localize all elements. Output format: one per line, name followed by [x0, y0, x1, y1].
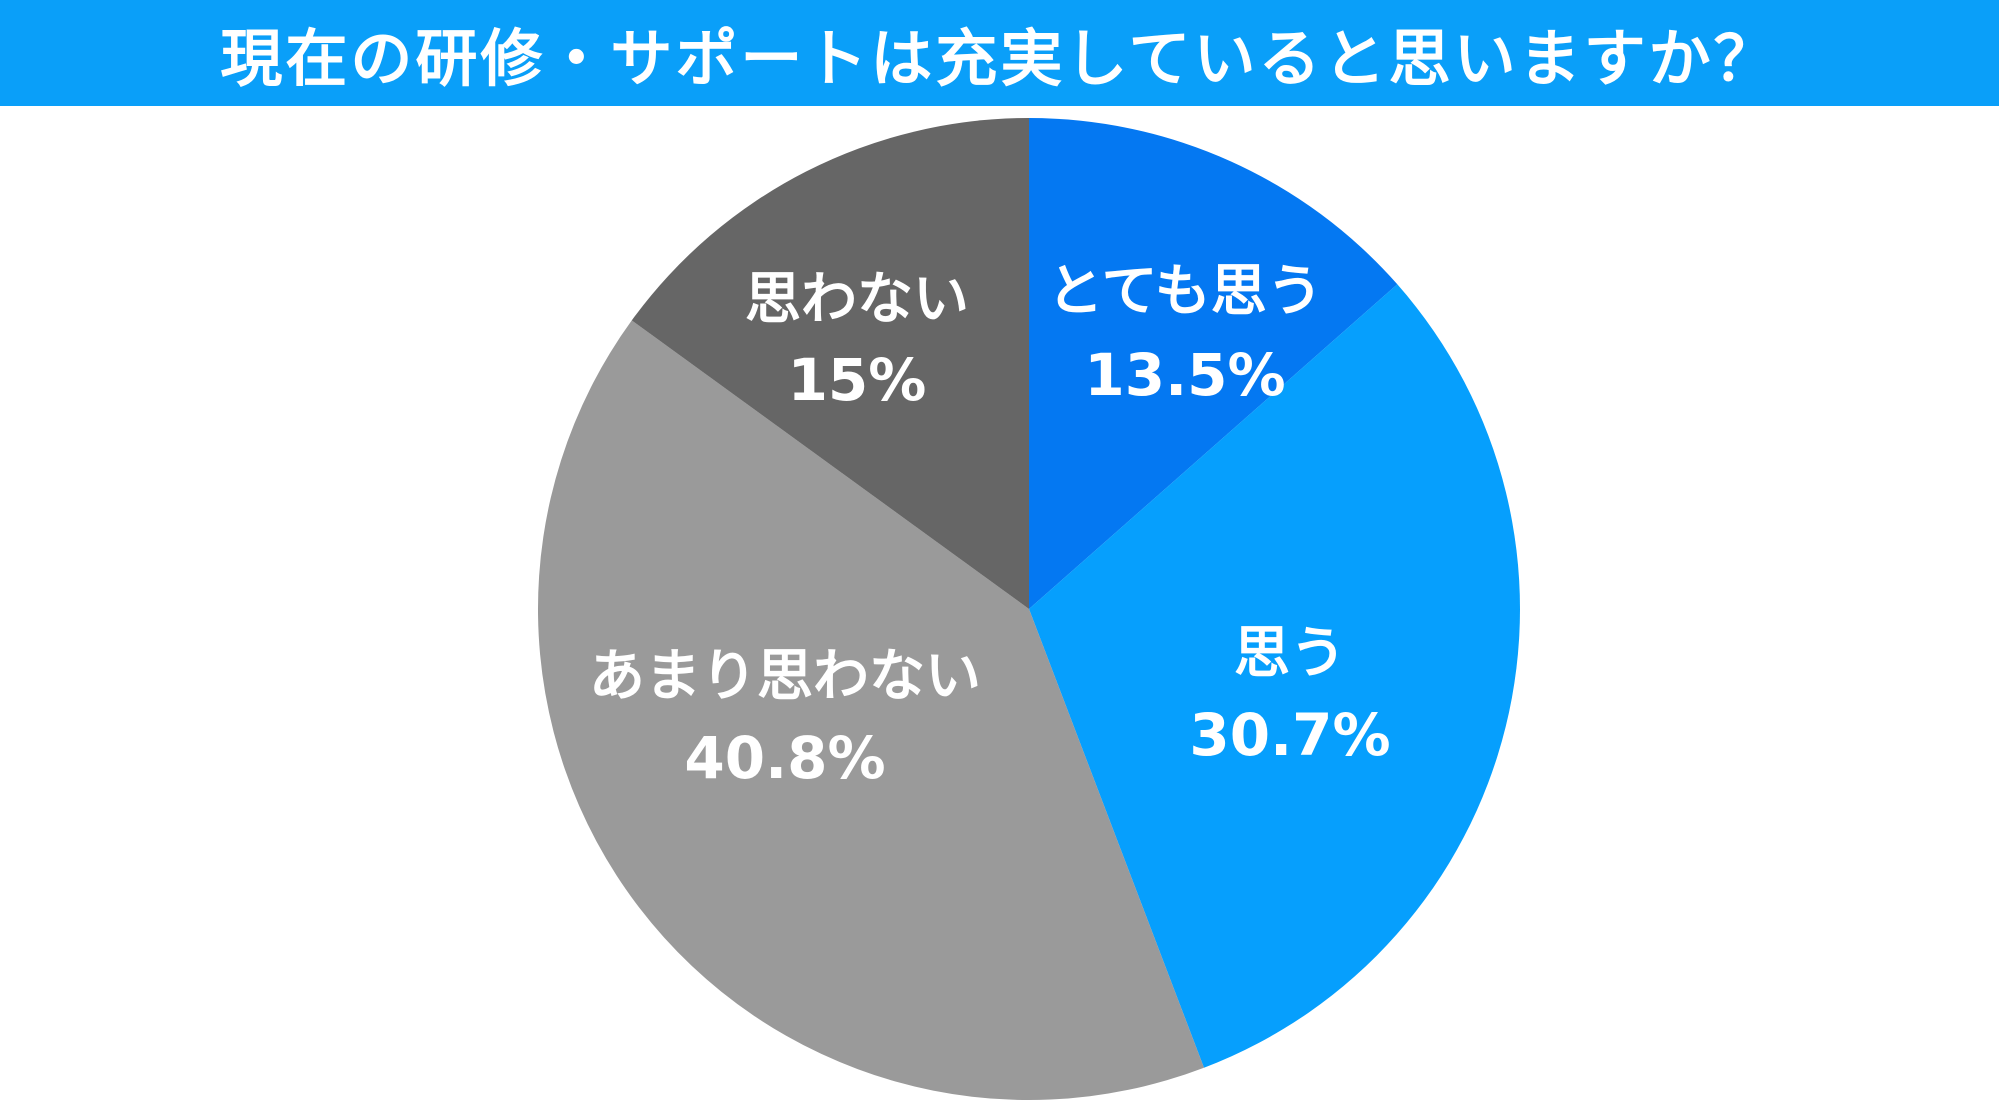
pie-slice-4	[631, 118, 1029, 609]
slice-label-4: 思わない	[745, 267, 969, 332]
chart-title-bar: 現在の研修・サポートは充実していると思いますか？	[0, 0, 1999, 106]
chart-title: 現在の研修・サポートは充実していると思いますか？	[220, 22, 1779, 95]
slice-label-2: 思う	[1234, 621, 1346, 686]
slice-value-3: 40.8%	[684, 724, 885, 792]
pie-slices	[537, 118, 1520, 1101]
pie-slice-1	[1029, 118, 1398, 609]
pie-slice-2	[1029, 284, 1520, 1068]
pie-slice-3	[537, 320, 1204, 1101]
slice-value-4: 15%	[788, 346, 927, 414]
slice-label-1: とても思う	[1047, 259, 1323, 324]
slice-label-3: あまり思わない	[589, 644, 981, 709]
slice-value-1: 13.5%	[1084, 341, 1285, 409]
slice-value-2: 30.7%	[1189, 701, 1390, 769]
pie-labels: とても思う 13.5% 思う 30.7% あまり思わない 40.8% 思わない 15%	[589, 259, 1391, 792]
